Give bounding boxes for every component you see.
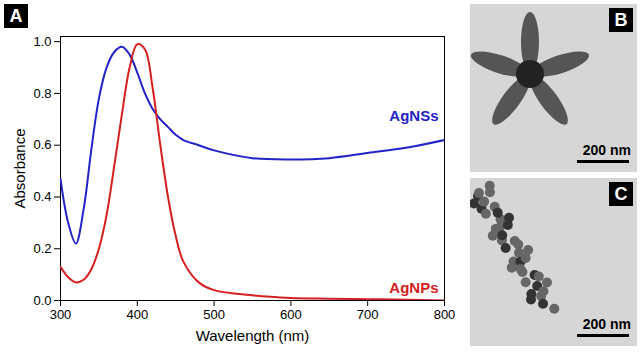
svg-text:700: 700 [357,307,379,322]
svg-text:0.4: 0.4 [33,189,51,204]
svg-text:400: 400 [126,307,148,322]
svg-text:Absorbance: Absorbance [11,128,28,208]
svg-text:600: 600 [280,307,302,322]
svg-text:300: 300 [50,307,72,322]
svg-text:500: 500 [203,307,225,322]
svg-text:1.0: 1.0 [33,34,51,49]
svg-text:0.2: 0.2 [33,241,51,256]
svg-text:200 nm: 200 nm [583,316,631,332]
html-text:C: C [614,184,628,204]
svg-text:200 nm: 200 nm [583,142,631,158]
html-text:A: A [9,6,23,26]
svg-text:800: 800 [434,307,456,322]
svg-text:AgNSs: AgNSs [389,107,438,124]
svg-text:AgNPs: AgNPs [389,279,438,296]
svg-text:Wavelength (nm): Wavelength (nm) [196,327,310,344]
svg-text:0.6: 0.6 [33,137,51,152]
svg-text:0.8: 0.8 [33,86,51,101]
svg-text:0.0: 0.0 [33,293,51,308]
html-text:B: B [614,10,628,30]
